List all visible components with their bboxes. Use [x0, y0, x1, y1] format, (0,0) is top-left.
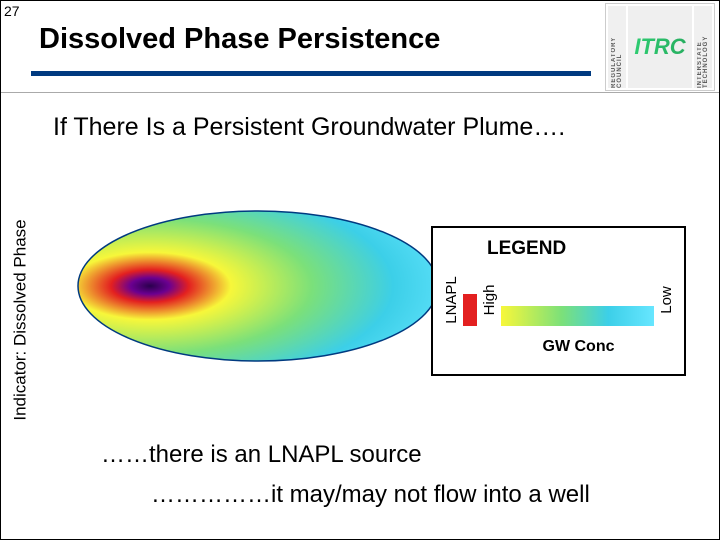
plume-svg — [76, 206, 436, 366]
logo-side-text-2-inner: INTERSTATE TECHNOLOGY — [697, 6, 709, 88]
legend-gradient-svg — [501, 306, 654, 326]
gw-conc-label: GW Conc — [483, 338, 674, 356]
subtitle: If There Is a Persistent Groundwater Plu… — [53, 113, 565, 142]
legend-title: LEGEND — [487, 238, 674, 260]
legend-gradient-rect — [501, 306, 654, 326]
body-line-1: ……there is an LNAPL source — [101, 441, 422, 469]
plume-ellipse — [78, 211, 436, 361]
indicator-axis-label: Indicator: Dissolved Phase — [11, 196, 31, 444]
indicator-axis-text: Indicator: Dissolved Phase — [11, 219, 31, 420]
title-underline — [31, 71, 591, 76]
logo-side-text-2: INTERSTATE TECHNOLOGY — [694, 6, 712, 88]
low-label: Low — [638, 292, 694, 308]
slide-number: 27 — [4, 3, 20, 19]
itrc-logo: REGULATORY COUNCIL ITRC INTERSTATE TECHN… — [605, 3, 715, 91]
logo-side-text: REGULATORY COUNCIL — [608, 6, 626, 88]
legend-row: LNAPL High Low — [443, 272, 674, 328]
logo-main: ITRC — [628, 6, 692, 88]
logo-main-text: ITRC — [634, 34, 685, 60]
plume-diagram — [76, 206, 436, 366]
logo-side-text-1: REGULATORY COUNCIL — [611, 6, 623, 88]
slide-header: Dissolved Phase Persistence REGULATORY C… — [1, 1, 719, 93]
legend-gradient-bar — [501, 306, 654, 326]
legend-box: LEGEND LNAPL High Low GW Conc — [431, 226, 686, 376]
body-line-2: ……………it may/may not flow into a well — [151, 481, 590, 509]
high-label: High — [461, 292, 517, 308]
slide-title: Dissolved Phase Persistence — [39, 23, 440, 56]
